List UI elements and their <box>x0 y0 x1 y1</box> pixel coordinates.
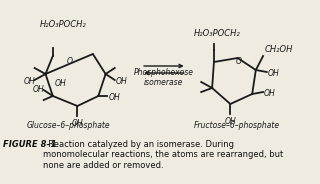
Text: OH: OH <box>33 84 44 93</box>
Text: H₂O₃POCH₂: H₂O₃POCH₂ <box>194 29 241 38</box>
Text: Glucose–6–phosphate: Glucose–6–phosphate <box>27 121 110 130</box>
Text: Phosphohexose
isomerase: Phosphohexose isomerase <box>134 68 194 87</box>
Text: CH₂OH: CH₂OH <box>265 45 293 54</box>
Text: FIGURE 8–1: FIGURE 8–1 <box>3 140 56 149</box>
Text: OH: OH <box>116 77 127 86</box>
Text: Fructose–6–phosphate: Fructose–6–phosphate <box>194 121 280 130</box>
Text: OH: OH <box>268 68 279 77</box>
Text: O: O <box>67 56 73 66</box>
Text: OH: OH <box>224 117 236 126</box>
Text: OH: OH <box>71 119 83 128</box>
Text: OH: OH <box>24 77 36 86</box>
Text: OH: OH <box>264 89 276 98</box>
Text: OH: OH <box>108 93 120 102</box>
Text: Reaction catalyzed by an isomerase. During
monomolecular reactions, the atoms ar: Reaction catalyzed by an isomerase. Duri… <box>43 140 283 170</box>
Text: H₂O₃POCH₂: H₂O₃POCH₂ <box>40 20 87 29</box>
Text: OH: OH <box>54 79 66 89</box>
Text: O: O <box>236 57 242 66</box>
